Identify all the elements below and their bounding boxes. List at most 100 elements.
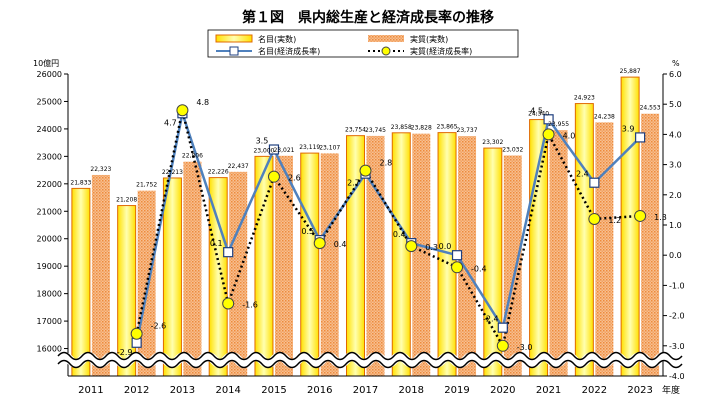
bar-label-nominal: 23,865	[437, 124, 458, 131]
x-tick-label: 2020	[490, 385, 515, 396]
label-real-growth: 0.4	[334, 240, 347, 249]
left-tick-label: 20000	[37, 235, 62, 244]
label-nominal-growth: -2.9	[117, 348, 133, 357]
left-tick-label: 18000	[37, 290, 62, 299]
marker-nominal-growth	[497, 322, 508, 333]
left-tick-label: 16000	[37, 345, 62, 354]
axis-break-wave-bottom	[57, 359, 683, 369]
label-nominal-growth: 2.7	[347, 179, 360, 188]
bar-label-real: 23,107	[319, 144, 340, 151]
bar-real	[274, 155, 293, 376]
legend-label-nominal-growth: 名目(経済成長率)	[258, 46, 320, 56]
x-tick-label: 2019	[444, 385, 469, 396]
marker-nominal-growth	[635, 132, 646, 143]
label-nominal-growth: 0.4	[393, 230, 406, 239]
bar-real	[595, 122, 614, 376]
bar-label-real: 24,238	[594, 113, 615, 120]
marker-real-growth	[359, 164, 372, 177]
label-nominal-growth: 3.9	[622, 124, 635, 133]
legend-label-real-growth: 実質(経済成長率)	[410, 46, 472, 56]
bar-real	[320, 153, 339, 376]
bar-label-nominal: 23,302	[482, 139, 503, 146]
right-tick-label: 0.0	[669, 251, 682, 260]
line-nominal-growth	[135, 108, 641, 344]
marker-real-growth	[130, 327, 143, 340]
label-real-growth: 4.8	[196, 98, 209, 107]
bar-nominal	[574, 103, 594, 377]
bar-label-nominal: 21,833	[70, 179, 91, 186]
label-nominal-growth: 0.1	[210, 239, 223, 248]
marker-real-growth	[588, 212, 601, 225]
axes-layer: 2011 2012 2013 2014 2015 2016 2017 2018 2019 2020…	[37, 70, 685, 396]
x-tick-label: 2018	[399, 385, 424, 396]
left-tick-label: 17000	[37, 317, 62, 326]
marker-nominal-growth	[543, 114, 554, 125]
label-nominal-growth: 0.0	[439, 242, 452, 251]
left-axis-unit: 10億円	[33, 58, 59, 68]
lines-layer	[130, 104, 647, 352]
marker-nominal-growth	[451, 250, 463, 261]
bar-nominal	[391, 132, 411, 377]
bar-label-real: 23,955	[548, 121, 569, 128]
label-nominal-growth: 3.5	[256, 137, 269, 146]
bar-label-real: 23,032	[502, 146, 523, 153]
x-tick-label: 2011	[78, 385, 103, 396]
label-real-growth: -2.6	[151, 322, 167, 331]
bar-label-real: 22,437	[228, 163, 249, 170]
bar-label-real: 23,828	[411, 125, 432, 132]
marker-real-growth	[451, 261, 464, 274]
right-tick-label: -2.0	[669, 312, 685, 321]
right-tick-label: 3.0	[669, 161, 682, 170]
bar-nominal	[529, 119, 549, 377]
marker-nominal-growth	[589, 177, 600, 188]
legend-label-real: 実質(実数)	[410, 34, 448, 44]
bar-label-real: 24,553	[640, 105, 661, 112]
left-tick-label: 24000	[37, 125, 62, 134]
right-tick-label: 6.0	[669, 70, 682, 79]
chart-title: 第１図 県内総生産と経済成長率の推移	[242, 9, 494, 26]
bar-label-real: 22,323	[90, 166, 111, 173]
bar-nominal	[300, 152, 320, 377]
bar-real	[412, 133, 431, 376]
right-tick-label: 2.0	[669, 191, 682, 200]
left-tick-label: 21000	[37, 207, 62, 216]
bar-nominal	[208, 177, 228, 377]
bars-layer	[71, 76, 660, 377]
marker-real-growth	[267, 170, 280, 183]
x-tick-label: 2017	[353, 385, 378, 396]
marker-nominal-growth	[223, 247, 234, 258]
legend-marker-nominal-growth	[229, 46, 239, 56]
label-real-growth: 1.3	[654, 213, 667, 222]
bar-label-nominal: 22,226	[208, 169, 229, 176]
label-real-growth: 0.3	[425, 243, 438, 252]
left-tick-label: 25000	[37, 97, 62, 106]
bar-label-real: 23,737	[457, 127, 478, 134]
label-real-growth: -3.0	[517, 343, 533, 352]
legend: 名目(実数) 実質(実数) 名目(経済成長率) 実質(経済成長率)	[207, 29, 519, 58]
legend-label-nominal: 名目(実数)	[258, 34, 296, 44]
bar-real	[458, 136, 477, 376]
bar-nominal	[162, 177, 182, 377]
bar-label-nominal: 22,213	[162, 169, 183, 176]
bar-nominal	[254, 155, 274, 377]
label-nominal-growth: 0.5	[301, 227, 314, 236]
labels-layer: 21,833 22,323 21,208 21,752 22,213 22,806 22,2…	[70, 68, 666, 357]
bar-real	[91, 174, 110, 376]
bar-real	[503, 155, 522, 376]
right-tick-label: 5.0	[669, 100, 682, 109]
left-tick-label: 26000	[37, 70, 62, 79]
x-tick-label: 2023	[627, 385, 652, 396]
bar-real	[229, 171, 248, 376]
right-axis-unit: %	[672, 59, 680, 68]
bar-real	[549, 130, 568, 376]
label-nominal-growth: 4.7	[164, 118, 177, 127]
x-tick-label: 2022	[582, 385, 607, 396]
bar-label-real: 23,021	[273, 147, 294, 154]
x-tick-label: 2014	[215, 385, 240, 396]
x-tick-label: 2012	[124, 385, 149, 396]
x-tick-label: 2013	[170, 385, 195, 396]
bar-nominal	[71, 187, 91, 377]
bar-label-real: 21,752	[136, 182, 157, 189]
